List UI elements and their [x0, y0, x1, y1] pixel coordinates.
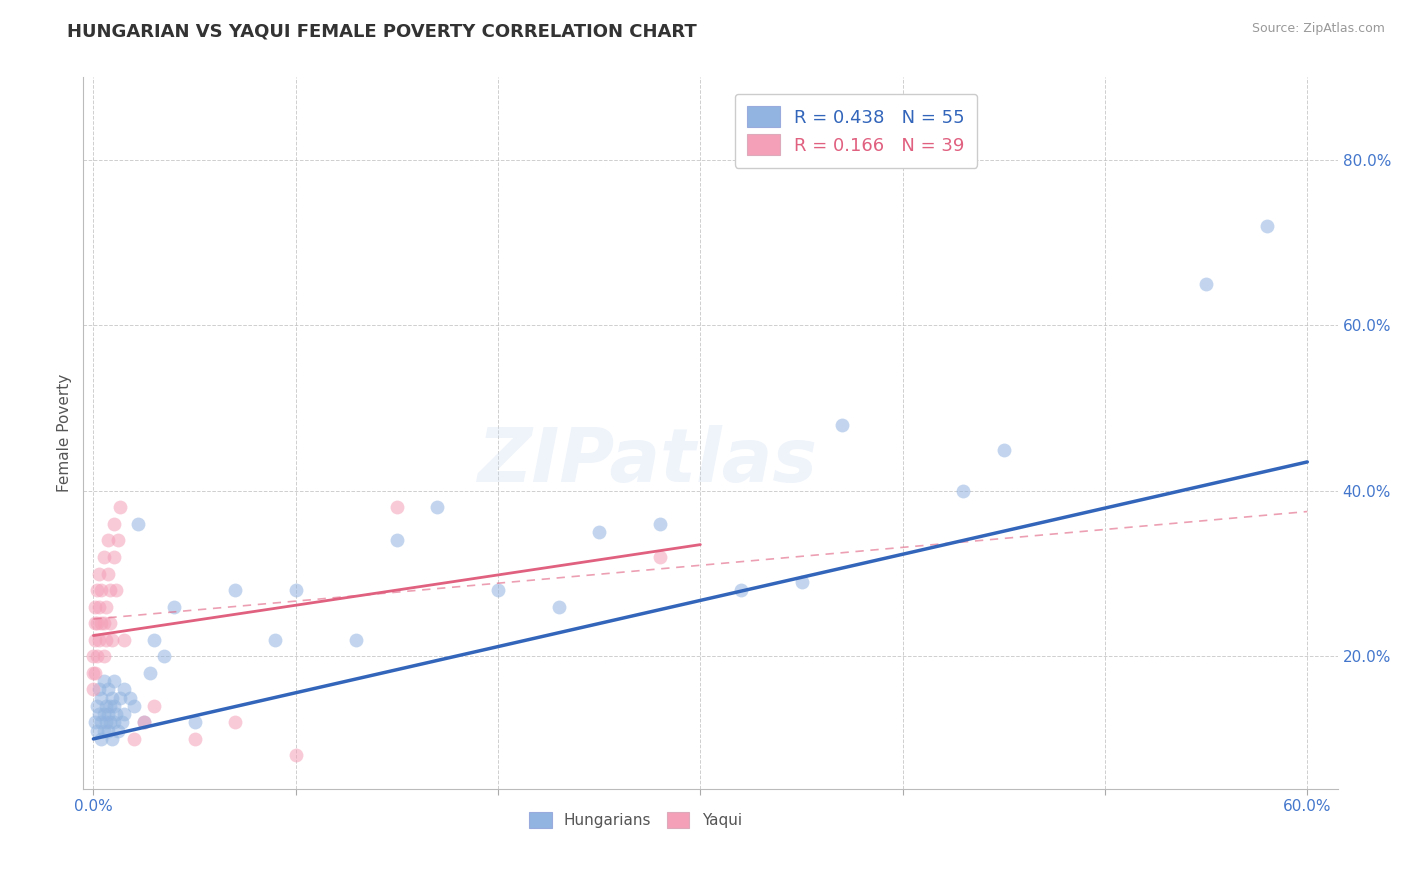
Point — [132, 715, 155, 730]
Point — [183, 715, 205, 730]
Point — [344, 632, 367, 647]
Point — [100, 690, 122, 705]
Point — [97, 707, 120, 722]
Text: Source: ZipAtlas.com: Source: ZipAtlas.com — [1251, 22, 1385, 36]
Point — [648, 516, 671, 531]
Point — [107, 533, 129, 548]
Point — [385, 500, 408, 515]
Point — [118, 690, 141, 705]
Point — [108, 500, 131, 515]
Point — [86, 723, 108, 738]
Point — [84, 632, 107, 647]
Point — [127, 516, 149, 531]
Point — [122, 731, 145, 746]
Point — [93, 549, 115, 564]
Point — [84, 599, 107, 614]
Point — [82, 665, 104, 680]
Point — [94, 632, 117, 647]
Point — [648, 549, 671, 564]
Point — [100, 731, 122, 746]
Point — [588, 525, 610, 540]
Point — [100, 632, 122, 647]
Point — [108, 690, 131, 705]
Point — [122, 698, 145, 713]
Point — [107, 723, 129, 738]
Point — [90, 583, 112, 598]
Point — [831, 417, 853, 432]
Text: HUNGARIAN VS YAQUI FEMALE POVERTY CORRELATION CHART: HUNGARIAN VS YAQUI FEMALE POVERTY CORREL… — [67, 22, 697, 40]
Point — [385, 533, 408, 548]
Point — [86, 698, 108, 713]
Point — [94, 715, 117, 730]
Point — [112, 632, 135, 647]
Point — [486, 583, 509, 598]
Point — [284, 583, 307, 598]
Point — [97, 723, 120, 738]
Legend: Hungarians, Yaqui: Hungarians, Yaqui — [523, 806, 748, 834]
Point — [153, 649, 176, 664]
Y-axis label: Female Poverty: Female Poverty — [58, 374, 72, 492]
Point — [1256, 219, 1278, 234]
Point — [93, 707, 115, 722]
Point — [82, 682, 104, 697]
Point — [952, 483, 974, 498]
Point — [98, 715, 121, 730]
Point — [93, 616, 115, 631]
Point — [264, 632, 287, 647]
Text: ZIPatlas: ZIPatlas — [478, 425, 818, 498]
Point — [163, 599, 186, 614]
Point — [104, 707, 127, 722]
Point — [97, 566, 120, 581]
Point — [86, 616, 108, 631]
Point — [104, 583, 127, 598]
Point — [94, 698, 117, 713]
Point — [84, 616, 107, 631]
Point — [82, 649, 104, 664]
Point — [93, 649, 115, 664]
Point — [224, 715, 246, 730]
Point — [90, 616, 112, 631]
Point — [103, 698, 125, 713]
Point — [112, 682, 135, 697]
Point — [111, 715, 134, 730]
Point — [90, 731, 112, 746]
Point — [183, 731, 205, 746]
Point — [143, 632, 166, 647]
Point — [103, 549, 125, 564]
Point — [143, 698, 166, 713]
Point — [93, 723, 115, 738]
Point — [103, 516, 125, 531]
Point — [97, 533, 120, 548]
Point — [132, 715, 155, 730]
Point — [139, 665, 162, 680]
Point — [993, 442, 1015, 457]
Point — [1195, 277, 1218, 292]
Point — [103, 715, 125, 730]
Point — [93, 673, 115, 688]
Point — [98, 698, 121, 713]
Point — [90, 690, 112, 705]
Point — [98, 583, 121, 598]
Point — [89, 632, 111, 647]
Point — [89, 707, 111, 722]
Point — [89, 566, 111, 581]
Point — [284, 748, 307, 763]
Point — [86, 649, 108, 664]
Point — [112, 707, 135, 722]
Point — [89, 599, 111, 614]
Point — [224, 583, 246, 598]
Point — [84, 715, 107, 730]
Point — [86, 583, 108, 598]
Point — [730, 583, 752, 598]
Point — [84, 665, 107, 680]
Point — [103, 673, 125, 688]
Point — [97, 682, 120, 697]
Point — [426, 500, 449, 515]
Point — [98, 616, 121, 631]
Point — [547, 599, 569, 614]
Point — [94, 599, 117, 614]
Point — [89, 682, 111, 697]
Point — [790, 574, 813, 589]
Point — [90, 715, 112, 730]
